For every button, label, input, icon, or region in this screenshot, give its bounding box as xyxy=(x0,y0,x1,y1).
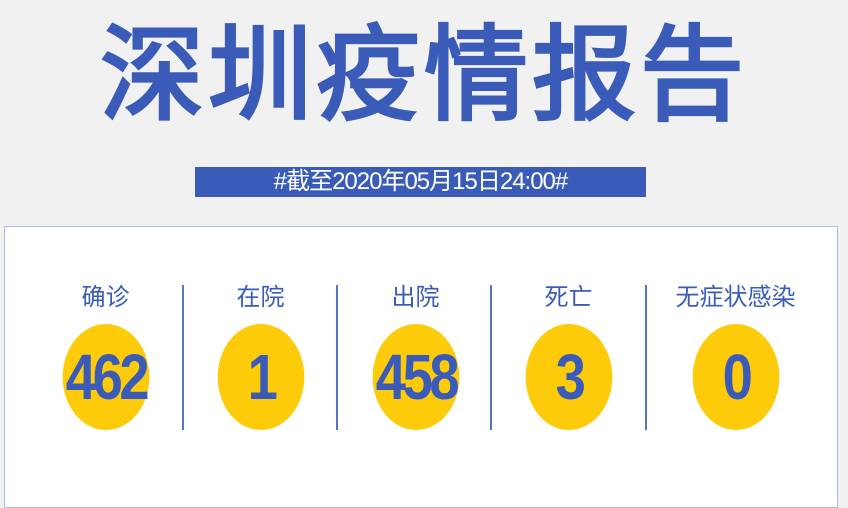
date-banner: #截至2020年05月15日24:00# xyxy=(195,167,646,197)
stat-value: 458 xyxy=(372,324,459,430)
stat-confirmed: 确诊 462 xyxy=(28,280,183,430)
stat-label: 在院 xyxy=(236,283,285,311)
stat-label: 确诊 xyxy=(81,283,130,311)
page-title: 深圳疫情报告 xyxy=(99,14,748,136)
stat-value: 3 xyxy=(525,324,612,430)
stat-asymptomatic: 无症状感染 0 xyxy=(658,280,813,430)
stat-label: 死亡 xyxy=(544,283,593,311)
stat-deaths: 死亡 3 xyxy=(491,280,646,430)
divider xyxy=(645,285,647,430)
divider xyxy=(182,285,184,430)
stat-value: 1 xyxy=(217,324,304,430)
stat-discharged: 出院 458 xyxy=(338,280,493,430)
stat-value: 0 xyxy=(692,324,779,430)
stat-label: 无症状感染 xyxy=(675,283,796,311)
stat-label: 出院 xyxy=(391,283,440,311)
stat-value: 462 xyxy=(62,324,149,430)
divider xyxy=(490,285,492,430)
divider xyxy=(336,285,338,430)
stat-hospitalized: 在院 1 xyxy=(183,280,338,430)
